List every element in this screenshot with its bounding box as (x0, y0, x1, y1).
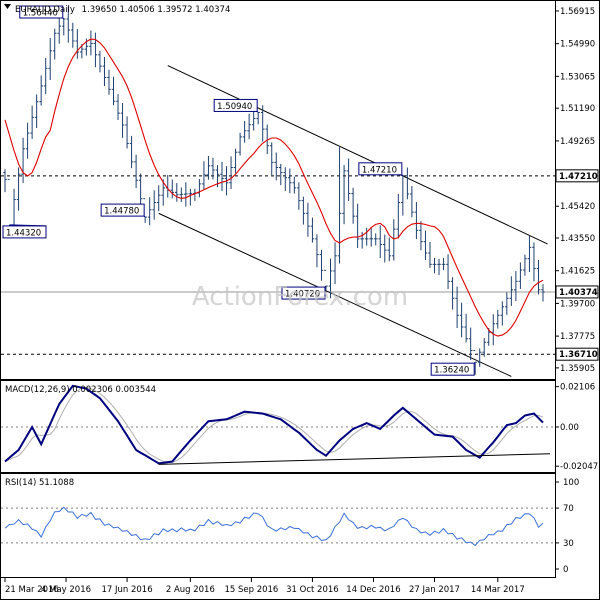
y-tick-label-0: 1.56915 (560, 7, 595, 17)
rsi-y-label-2: 30 (563, 539, 574, 549)
y-tick-label-3: 1.51190 (560, 104, 595, 114)
level-label-2: 1.36710 (559, 350, 598, 360)
level-callout-box-0 (19, 5, 64, 19)
price-panel (0, 0, 556, 380)
x-tick-label-6: 14 Dec 2016 (346, 585, 400, 595)
y-tick-label-6: 1.45420 (560, 202, 595, 212)
header-symbol: EURAUD,Daily (15, 5, 75, 15)
level-callout-box-2 (100, 203, 145, 217)
level-callout-label-1: 1.44320 (6, 228, 41, 238)
level-callout-box-1 (2, 225, 47, 239)
x-tick-label-8: 14 Mar 2017 (471, 585, 525, 595)
level-box-1 (555, 285, 599, 299)
macd-main-line (4, 384, 544, 465)
level-callout-pointer-6 (473, 361, 476, 364)
level-callout-box-4 (281, 286, 326, 300)
level-callout-label-5: 1.47210 (362, 165, 397, 175)
watermark: ActionForex.com (192, 282, 408, 312)
level-callout-label-3: 1.50940 (217, 102, 252, 112)
x-tick-label-4: 15 Sep 2016 (224, 585, 278, 595)
level-callout-pointer-2 (143, 215, 146, 218)
macd-support-line (158, 453, 551, 465)
level-callout-label-4: 1.40720 (285, 290, 320, 300)
header-arrow-icon (4, 4, 11, 9)
macd-title: MACD(12,26,9) 0.002306 0.003544 (5, 385, 156, 395)
y-tick-label-10: 1.39700 (560, 299, 595, 309)
macd-y-label-1: 0.00 (560, 423, 579, 433)
level-callout-pointer-3 (256, 111, 259, 113)
level-callout-box-5 (358, 162, 403, 176)
level-label-1: 1.40374 (559, 288, 598, 298)
header-ohlc: 1.39650 1.40506 1.39572 1.40374 (82, 5, 231, 15)
level-box-0 (555, 169, 599, 183)
macd-y-label-0: 0.02106 (560, 383, 595, 393)
x-tick-label-2: 17 Jun 2016 (101, 585, 152, 595)
x-tick-label-3: 2 Aug 2016 (166, 585, 215, 595)
y-tick-label-11: 1.37775 (560, 332, 595, 342)
rsi-panel (0, 473, 556, 578)
rsi-line (4, 506, 544, 547)
rsi-y-label-1: 70 (563, 504, 574, 514)
chart-header: EURAUD,Daily 1.39650 1.40506 1.39572 1.4… (15, 5, 230, 15)
level-callout-pointer-0 (62, 17, 65, 20)
y-tick-label-13: 1.35905 (560, 364, 595, 374)
level-callout-label-0: 1.56440 (23, 9, 58, 19)
y-tick-label-4: 1.49265 (560, 137, 595, 147)
rsi-y-label-0: 100 (563, 478, 579, 488)
level-label-0: 1.47210 (559, 172, 598, 182)
moving-average-line (4, 38, 544, 337)
y-tick-label-2: 1.53065 (560, 72, 595, 82)
level-callout-label-2: 1.44780 (104, 207, 139, 217)
y-tick-label-8: 1.41625 (560, 267, 595, 277)
level-callout-box-6 (430, 362, 475, 376)
level-box-2 (555, 347, 599, 361)
level-callout-label-6: 1.36240 (434, 366, 469, 376)
level-callout-box-3 (213, 98, 258, 112)
x-tick-label-5: 31 Oct 2016 (286, 585, 339, 595)
rsi-y-label-3: 0 (563, 565, 568, 575)
channel-upper-line (167, 65, 548, 245)
macd-y-label-2: -0.020478 (560, 462, 600, 472)
x-tick-label-1: 4 May 2016 (41, 585, 91, 595)
level-callout-pointer-1 (9, 224, 47, 227)
y-tick-label-7: 1.43550 (560, 234, 595, 244)
level-callout-pointer-5 (401, 174, 404, 177)
x-tick-label-7: 27 Jan 2017 (409, 585, 460, 595)
x-tick-label-0: 21 Mar 2016 (5, 585, 59, 595)
y-tick-label-1: 1.54990 (560, 40, 595, 50)
level-callout-pointer-4 (324, 285, 327, 288)
rsi-title: RSI(14) 51.1088 (5, 478, 74, 488)
channel-lower-line (158, 212, 512, 377)
